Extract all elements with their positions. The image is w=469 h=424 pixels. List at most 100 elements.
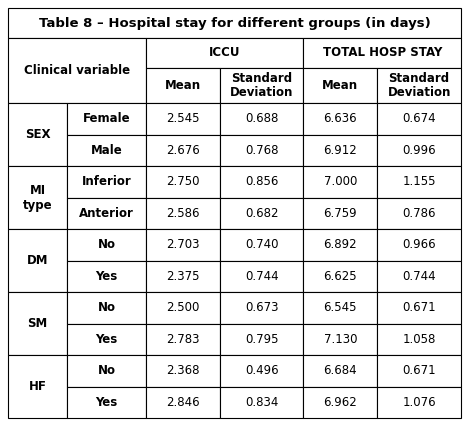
Text: 7.130: 7.130: [324, 333, 357, 346]
Text: 0.744: 0.744: [402, 270, 436, 283]
Text: Female: Female: [83, 112, 130, 125]
Bar: [146, 387, 220, 418]
Text: No: No: [98, 301, 115, 314]
Text: 2.750: 2.750: [166, 175, 199, 188]
Bar: [146, 38, 303, 68]
Text: 6.636: 6.636: [324, 112, 357, 125]
Text: Yes: Yes: [95, 333, 118, 346]
Text: 6.684: 6.684: [324, 364, 357, 377]
Text: Mean: Mean: [165, 79, 201, 92]
Bar: [377, 68, 461, 103]
Text: DM: DM: [27, 254, 48, 267]
Text: 2.783: 2.783: [166, 333, 199, 346]
Text: 0.996: 0.996: [402, 144, 436, 157]
Bar: [67, 134, 146, 166]
Bar: [146, 68, 220, 103]
Bar: [146, 198, 220, 229]
Bar: [220, 134, 303, 166]
Text: 0.740: 0.740: [245, 238, 278, 251]
Text: 2.586: 2.586: [166, 207, 199, 220]
Bar: [146, 260, 220, 292]
Bar: [146, 103, 220, 134]
Bar: [8, 292, 67, 355]
Text: Yes: Yes: [95, 396, 118, 409]
Text: 2.500: 2.500: [166, 301, 199, 314]
Bar: [146, 292, 220, 324]
Bar: [377, 292, 461, 324]
Bar: [220, 292, 303, 324]
Bar: [303, 355, 377, 387]
Text: 2.846: 2.846: [166, 396, 200, 409]
Text: 0.674: 0.674: [402, 112, 436, 125]
Text: MI
type: MI type: [23, 184, 53, 212]
Text: 0.768: 0.768: [245, 144, 278, 157]
Text: 0.856: 0.856: [245, 175, 278, 188]
Bar: [303, 38, 461, 68]
Text: 0.496: 0.496: [245, 364, 279, 377]
Bar: [303, 229, 377, 260]
Text: 0.671: 0.671: [402, 301, 436, 314]
Bar: [377, 103, 461, 134]
Text: 6.912: 6.912: [324, 144, 357, 157]
Bar: [8, 355, 67, 418]
Text: SEX: SEX: [25, 128, 50, 141]
Text: Male: Male: [91, 144, 122, 157]
Bar: [67, 355, 146, 387]
Bar: [303, 292, 377, 324]
Bar: [67, 292, 146, 324]
Text: 2.676: 2.676: [166, 144, 200, 157]
Text: 6.892: 6.892: [324, 238, 357, 251]
Text: 6.962: 6.962: [324, 396, 357, 409]
Text: 1.155: 1.155: [402, 175, 436, 188]
Text: 0.786: 0.786: [402, 207, 436, 220]
Text: Mean: Mean: [322, 79, 358, 92]
Bar: [377, 387, 461, 418]
Text: 0.966: 0.966: [402, 238, 436, 251]
Bar: [67, 103, 146, 134]
Bar: [303, 198, 377, 229]
Text: 0.673: 0.673: [245, 301, 278, 314]
Bar: [220, 166, 303, 198]
Bar: [146, 355, 220, 387]
Text: ICCU: ICCU: [209, 47, 241, 59]
Bar: [67, 260, 146, 292]
Bar: [67, 324, 146, 355]
Text: 6.759: 6.759: [324, 207, 357, 220]
Bar: [377, 166, 461, 198]
Bar: [220, 387, 303, 418]
Text: 0.682: 0.682: [245, 207, 278, 220]
Bar: [146, 134, 220, 166]
Text: No: No: [98, 238, 115, 251]
Text: 2.703: 2.703: [166, 238, 199, 251]
Text: Anterior: Anterior: [79, 207, 134, 220]
Bar: [377, 198, 461, 229]
Bar: [303, 324, 377, 355]
Bar: [67, 229, 146, 260]
Text: 6.545: 6.545: [324, 301, 357, 314]
Text: 0.834: 0.834: [245, 396, 278, 409]
Bar: [220, 103, 303, 134]
Text: 1.076: 1.076: [402, 396, 436, 409]
Bar: [220, 260, 303, 292]
Bar: [377, 355, 461, 387]
Bar: [67, 198, 146, 229]
Text: 0.688: 0.688: [245, 112, 278, 125]
Text: Inferior: Inferior: [82, 175, 131, 188]
Bar: [303, 103, 377, 134]
Text: 6.625: 6.625: [324, 270, 357, 283]
Bar: [146, 324, 220, 355]
Bar: [8, 229, 67, 292]
Bar: [303, 387, 377, 418]
Text: Table 8 – Hospital stay for different groups (in days): Table 8 – Hospital stay for different gr…: [38, 17, 431, 30]
Bar: [8, 38, 146, 103]
Text: SM: SM: [27, 317, 48, 330]
Text: 2.545: 2.545: [166, 112, 199, 125]
Text: 7.000: 7.000: [324, 175, 357, 188]
Bar: [220, 324, 303, 355]
Text: Yes: Yes: [95, 270, 118, 283]
Text: No: No: [98, 364, 115, 377]
Bar: [377, 260, 461, 292]
Text: HF: HF: [29, 380, 46, 393]
Bar: [303, 68, 377, 103]
Text: Standard
Deviation: Standard Deviation: [387, 72, 451, 100]
